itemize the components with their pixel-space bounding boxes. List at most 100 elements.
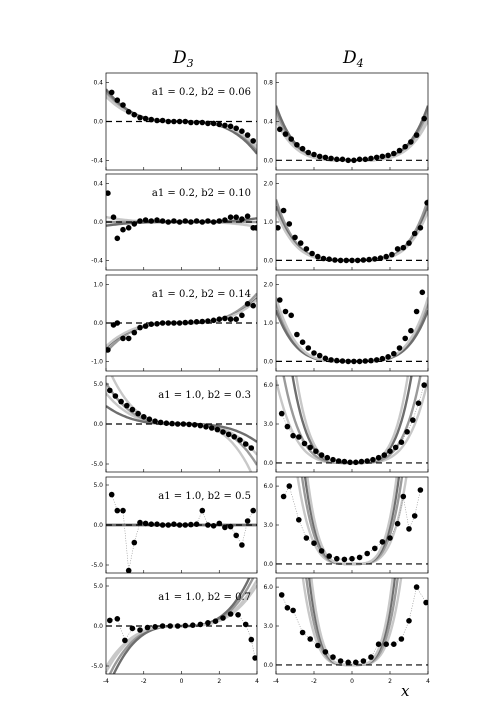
data-point [326,553,333,559]
data-point [120,102,126,108]
data-point [222,122,228,129]
data-point [411,230,418,237]
data-point [180,421,187,427]
data-point [296,434,302,440]
data-point [214,426,221,433]
panel-d3-row-4: 5.0 0.0 -5.0 a1 = 1.0, b2 = 0.3 [91,375,258,473]
data-point [299,629,306,636]
data-point [110,214,117,220]
data-point [227,123,234,130]
data-point [199,318,206,325]
y-tick-label: 5.0 [93,482,103,489]
y-tick-label: 0.4 [93,80,103,87]
data-point [370,456,376,463]
data-point [284,423,291,430]
data-point [216,316,223,323]
data-point [303,535,310,541]
y-tick-label: 3.0 [263,421,273,428]
panel-frame [275,72,429,171]
data-point [186,421,192,428]
y-tick-label: -5.0 [91,461,103,468]
data-point [205,120,211,127]
data-point [208,425,215,431]
data-point [210,317,217,324]
plot-area [276,578,428,667]
data-point [222,315,228,322]
data-point [406,618,412,624]
data-point [368,155,374,162]
data-point [227,523,234,530]
data-point [410,417,416,423]
data-point [131,539,138,546]
data-point [413,584,420,590]
data-point [106,347,111,353]
data-point [159,320,166,326]
y-tick-label: 2.0 [263,282,273,289]
data-point [301,440,308,447]
data-point [159,623,166,629]
data-point [141,414,147,420]
data-point [373,154,380,161]
data-point [148,218,155,224]
data-point [114,320,121,326]
x-axis-label: x [401,682,410,700]
data-point [124,402,130,409]
data-point [408,139,414,145]
data-point [351,358,357,365]
data-point [137,324,143,331]
data-point [379,153,386,160]
data-point [392,444,399,451]
data-point [394,246,401,252]
data-point [239,542,245,548]
data-point [212,618,219,624]
data-point [303,246,310,252]
panel-frame [275,577,429,675]
data-point [347,459,353,466]
y-tick-label: 1.0 [263,320,273,327]
data-point [142,520,149,527]
data-point [188,319,194,326]
fit-curve-2 [276,199,428,262]
data-point [377,255,384,261]
data-point [114,235,121,242]
data-point [137,627,143,633]
data-connector [109,613,256,659]
data-point [197,422,204,429]
plot-area [276,289,428,365]
data-point [205,620,211,626]
data-point [148,116,155,123]
data-point [188,119,194,126]
data-point [360,257,367,263]
data-point [216,520,223,527]
data-point [278,410,285,417]
data-point [114,616,121,622]
data-point [417,487,424,493]
data-point [349,555,355,562]
data-point [278,592,285,598]
plot-area [106,88,257,155]
data-point [165,522,172,528]
plot-area [106,292,257,354]
data-point [171,521,177,527]
x-tick-label: 4 [255,678,259,685]
data-point [242,621,249,628]
data-point [242,441,249,447]
data-point [277,126,283,133]
data-point [193,319,200,325]
data-point [307,636,314,642]
data-point [385,354,391,360]
data-point [398,636,405,642]
data-point [171,118,177,125]
data-point [131,329,138,336]
panel-frame [275,173,429,271]
panel-d3-row-6: 5.0 0.0 -5.0 -4 -2 0 2 4 a1 = 1.0, b2 = 0.7 [91,577,259,685]
data-point [307,444,314,451]
data-point [146,416,153,423]
plot-area [276,199,428,264]
data-point [142,217,149,223]
fit-curve-1 [276,203,428,262]
data-point [290,607,296,614]
data-point [424,200,428,206]
data-point [225,431,232,438]
